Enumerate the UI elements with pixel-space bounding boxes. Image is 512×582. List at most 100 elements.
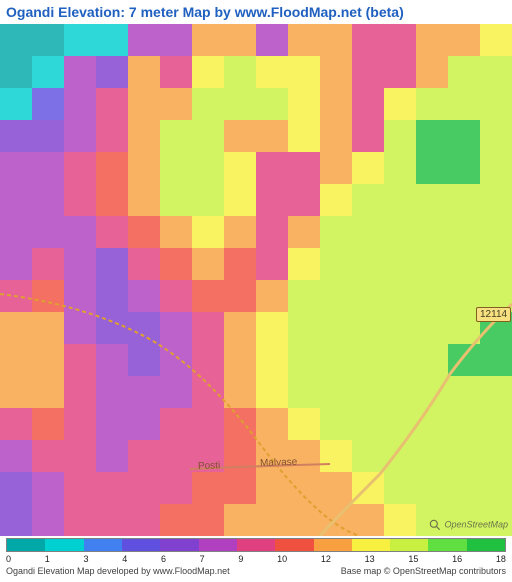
heatmap-cell bbox=[352, 56, 384, 88]
heatmap-cell bbox=[64, 120, 96, 152]
legend-swatch bbox=[467, 539, 505, 551]
heatmap-cell bbox=[96, 216, 128, 248]
heatmap-cell bbox=[416, 312, 448, 344]
heatmap-cell bbox=[384, 408, 416, 440]
heatmap-cell bbox=[480, 120, 512, 152]
heatmap-cell bbox=[32, 376, 64, 408]
heatmap-cell bbox=[448, 152, 480, 184]
legend-swatch bbox=[7, 539, 45, 551]
heatmap-cell bbox=[96, 120, 128, 152]
heatmap-cell bbox=[352, 408, 384, 440]
heatmap-cell bbox=[320, 344, 352, 376]
heatmap-cell bbox=[320, 152, 352, 184]
heatmap-cell bbox=[288, 472, 320, 504]
heatmap-cell bbox=[288, 312, 320, 344]
heatmap-cell bbox=[352, 472, 384, 504]
heatmap-cell bbox=[480, 184, 512, 216]
heatmap-cell bbox=[64, 216, 96, 248]
heatmap-cell bbox=[416, 440, 448, 472]
heatmap-cell bbox=[448, 184, 480, 216]
heatmap-cell bbox=[0, 248, 32, 280]
heatmap-cell bbox=[32, 408, 64, 440]
heatmap-cell bbox=[96, 344, 128, 376]
heatmap-cell bbox=[160, 216, 192, 248]
heatmap-cell bbox=[64, 56, 96, 88]
legend-colorbar bbox=[6, 538, 506, 552]
heatmap-cell bbox=[64, 472, 96, 504]
heatmap-cell bbox=[352, 312, 384, 344]
heatmap-cell bbox=[384, 440, 416, 472]
heatmap-cell bbox=[0, 440, 32, 472]
heatmap-cell bbox=[0, 216, 32, 248]
heatmap-cell bbox=[0, 280, 32, 312]
heatmap-cell bbox=[64, 184, 96, 216]
heatmap-cell bbox=[448, 24, 480, 56]
road-label: Malvase bbox=[260, 457, 298, 469]
heatmap-cell bbox=[480, 248, 512, 280]
heatmap-cell bbox=[128, 408, 160, 440]
heatmap-cell bbox=[160, 376, 192, 408]
heatmap-cell bbox=[192, 216, 224, 248]
heatmap-cell bbox=[320, 248, 352, 280]
heatmap-cell bbox=[384, 248, 416, 280]
heatmap-cell bbox=[320, 472, 352, 504]
heatmap-cell bbox=[0, 152, 32, 184]
heatmap-cell bbox=[352, 440, 384, 472]
heatmap-cell bbox=[352, 24, 384, 56]
heatmap-cell bbox=[256, 504, 288, 536]
heatmap-cell bbox=[32, 440, 64, 472]
legend-swatch bbox=[352, 539, 390, 551]
heatmap-cell bbox=[224, 408, 256, 440]
legend-swatch bbox=[428, 539, 466, 551]
heatmap-cell bbox=[256, 216, 288, 248]
heatmap-cell bbox=[32, 120, 64, 152]
heatmap-cell bbox=[352, 248, 384, 280]
heatmap-cell bbox=[32, 152, 64, 184]
heatmap-cell bbox=[384, 56, 416, 88]
heatmap-cell bbox=[224, 344, 256, 376]
heatmap-cell bbox=[352, 120, 384, 152]
heatmap-cell bbox=[32, 24, 64, 56]
heatmap-cell bbox=[448, 216, 480, 248]
heatmap-cell bbox=[448, 408, 480, 440]
heatmap-cell bbox=[352, 184, 384, 216]
heatmap-cell bbox=[160, 344, 192, 376]
heatmap-cell bbox=[288, 376, 320, 408]
heatmap-cell bbox=[384, 504, 416, 536]
legend-swatch bbox=[237, 539, 275, 551]
heatmap-cell bbox=[288, 504, 320, 536]
heatmap-cell bbox=[64, 440, 96, 472]
heatmap-cell bbox=[320, 24, 352, 56]
heatmap-cell bbox=[384, 280, 416, 312]
heatmap-cell bbox=[224, 88, 256, 120]
heatmap-cell bbox=[352, 280, 384, 312]
elevation-map: PostiMalvase 12114 OpenStreetMap bbox=[0, 24, 512, 536]
heatmap-cell bbox=[416, 216, 448, 248]
heatmap-cell bbox=[448, 472, 480, 504]
heatmap-cell bbox=[64, 504, 96, 536]
heatmap-cell bbox=[192, 408, 224, 440]
legend-swatch bbox=[45, 539, 83, 551]
heatmap-cell bbox=[64, 376, 96, 408]
heatmap-cell bbox=[0, 472, 32, 504]
heatmap-cell bbox=[224, 184, 256, 216]
heatmap-cell bbox=[32, 344, 64, 376]
heatmap-cell bbox=[352, 152, 384, 184]
heatmap-cell bbox=[480, 56, 512, 88]
heatmap-cell bbox=[160, 280, 192, 312]
heatmap-cell bbox=[160, 56, 192, 88]
heatmap-cell bbox=[96, 56, 128, 88]
credit-right: Base map © OpenStreetMap contributors bbox=[341, 566, 506, 576]
heatmap-cell bbox=[288, 280, 320, 312]
heatmap-cell bbox=[416, 376, 448, 408]
heatmap-cell bbox=[416, 248, 448, 280]
heatmap-cell bbox=[64, 152, 96, 184]
heatmap-cell bbox=[224, 472, 256, 504]
heatmap-cell bbox=[64, 344, 96, 376]
heatmap-cell bbox=[160, 184, 192, 216]
heatmap-cell bbox=[0, 88, 32, 120]
heatmap-cell bbox=[288, 184, 320, 216]
heatmap-cell bbox=[32, 56, 64, 88]
heatmap-cell bbox=[0, 504, 32, 536]
credit-left: Ogandi Elevation Map developed by www.Fl… bbox=[6, 566, 230, 576]
